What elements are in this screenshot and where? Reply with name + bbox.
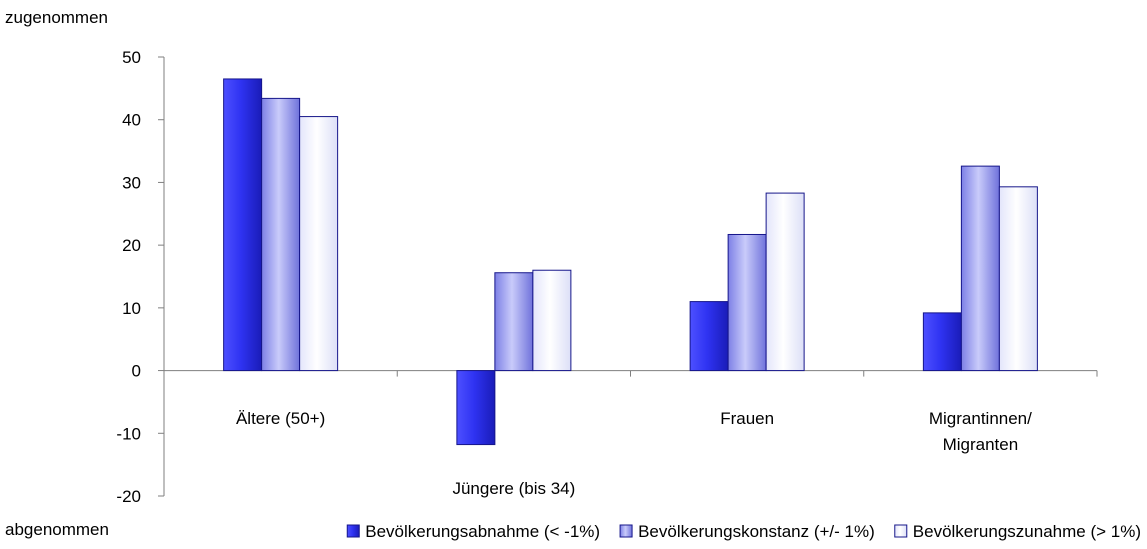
legend-label: Bevölkerungskonstanz (+/- 1%) bbox=[638, 522, 875, 541]
legend-swatch bbox=[346, 524, 360, 538]
y-tick-label: 10 bbox=[122, 299, 141, 318]
legend-label: Bevölkerungszunahme (> 1%) bbox=[913, 522, 1141, 541]
category-label: Jüngere (bis 34) bbox=[452, 479, 575, 498]
category-label: Frauen bbox=[720, 409, 774, 428]
bar bbox=[494, 272, 534, 372]
y-tick-label: 50 bbox=[122, 48, 141, 67]
bars-group bbox=[223, 78, 1038, 446]
bar bbox=[532, 269, 572, 372]
y-tick-label: 20 bbox=[122, 236, 141, 255]
bar bbox=[456, 370, 496, 446]
category-label: Ältere (50+) bbox=[236, 409, 325, 428]
y-tick-label: 30 bbox=[122, 173, 141, 192]
bar bbox=[223, 78, 263, 372]
y-tick-label: 40 bbox=[122, 111, 141, 130]
bar bbox=[765, 192, 805, 372]
bar bbox=[299, 116, 339, 372]
bar bbox=[960, 165, 1000, 372]
bar bbox=[922, 312, 962, 372]
legend-swatch bbox=[619, 524, 633, 538]
category-label: Migrantinnen/ bbox=[929, 409, 1032, 428]
category-labels: Ältere (50+) Jüngere (bis 34) Frauen Migran… bbox=[236, 409, 1032, 498]
top-note: zugenommen bbox=[5, 8, 108, 27]
legend-swatch bbox=[894, 524, 908, 538]
bar bbox=[689, 301, 729, 372]
category-label: Migranten bbox=[943, 435, 1019, 454]
bar bbox=[998, 186, 1038, 372]
y-tick-label: -20 bbox=[116, 487, 141, 506]
bar bbox=[727, 233, 767, 372]
legend: Bevölkerungsabnahme (< -1%) Bevölkerungsk… bbox=[346, 522, 1141, 541]
y-tick-label: 0 bbox=[132, 362, 141, 381]
bar bbox=[261, 97, 301, 372]
y-tick-label: -10 bbox=[116, 424, 141, 443]
bottom-note: abgenommen bbox=[5, 520, 109, 539]
legend-label: Bevölkerungsabnahme (< -1%) bbox=[365, 522, 600, 541]
